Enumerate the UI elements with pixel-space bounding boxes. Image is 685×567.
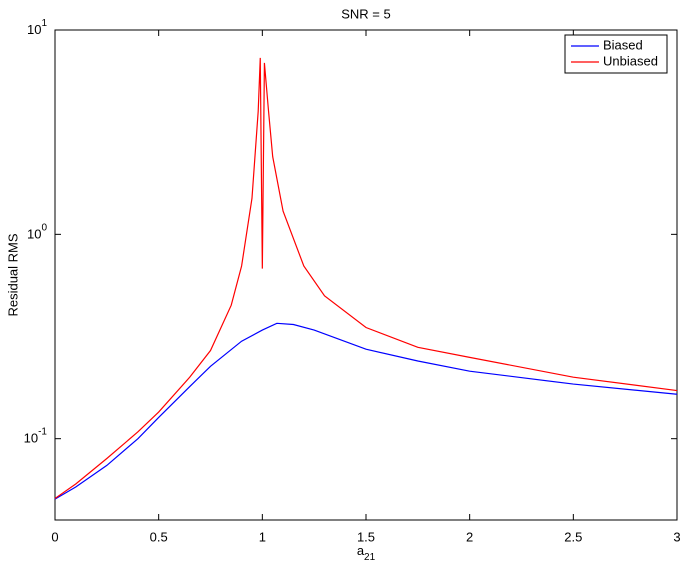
legend-label: Biased [603,37,643,52]
x-tick-label: 2.5 [564,529,582,544]
y-tick-label-base: 10 [24,431,38,446]
series-line [54,322,678,500]
y-tick-label-base: 10 [27,22,41,37]
y-tick-label: 100 [27,222,47,241]
x-tick-label: 3 [673,529,680,544]
y-tick-label: 10-1 [24,427,48,446]
x-tick-label: 0.5 [150,529,168,544]
y-tick-label-exponent: -1 [38,427,47,438]
legend-box [564,34,668,74]
x-tick-label: 1.5 [357,529,375,544]
x-tick-label: 1 [259,529,266,544]
x-axis-label-base: a [357,543,365,558]
x-tick-label: 2 [466,529,473,544]
x-axis-label: a21 [357,543,376,562]
legend-label: Unbiased [603,53,658,68]
y-tick-label-base: 10 [27,226,41,241]
y-tick-label: 101 [27,18,47,37]
y-axis-label: Residual RMS [5,233,20,316]
y-tick-label-exponent: 0 [41,222,47,233]
series-line [54,57,678,499]
x-tick-label: 0 [51,529,58,544]
y-tick-label-exponent: 1 [41,18,47,29]
x-axis-label-subscript: 21 [364,552,376,563]
plot-area [54,29,678,521]
chart-title: SNR = 5 [341,6,391,21]
